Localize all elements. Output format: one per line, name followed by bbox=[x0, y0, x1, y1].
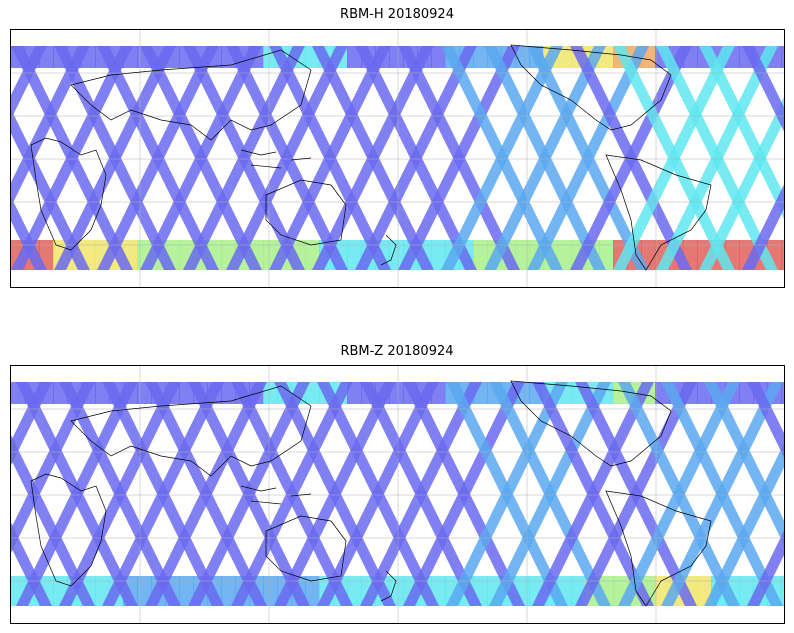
swath-track bbox=[11, 46, 133, 270]
swath-track bbox=[403, 382, 525, 606]
coastline-path bbox=[380, 570, 397, 602]
swath-track bbox=[355, 46, 477, 270]
swath-cell bbox=[557, 46, 572, 68]
coastline-path bbox=[265, 179, 347, 246]
swath-cell bbox=[557, 240, 572, 270]
swath-cell bbox=[347, 382, 362, 404]
swath-cell bbox=[221, 382, 236, 404]
swath-track bbox=[269, 46, 391, 270]
swath-track bbox=[613, 46, 735, 270]
panel-title-rbm-z: RBM-Z 20180924 bbox=[340, 344, 454, 359]
swath-track bbox=[59, 382, 181, 606]
swath-track bbox=[484, 46, 606, 270]
swath-track bbox=[699, 96, 784, 270]
swath-cell bbox=[179, 576, 194, 606]
coastline-path bbox=[70, 385, 312, 477]
swath-track bbox=[661, 382, 783, 606]
swath-cell bbox=[473, 240, 488, 270]
swath-cell bbox=[305, 382, 320, 404]
swath-cell bbox=[389, 576, 404, 606]
swath-track bbox=[360, 382, 482, 606]
swath-cell bbox=[599, 240, 614, 270]
map-svg-rbm-z bbox=[11, 366, 784, 623]
swath-cell bbox=[739, 576, 754, 606]
swath-track bbox=[747, 382, 784, 458]
swath-track bbox=[742, 184, 784, 270]
swath-cell bbox=[389, 240, 404, 270]
swath-track bbox=[226, 46, 348, 270]
coastline-path bbox=[510, 44, 672, 131]
swath-cell bbox=[137, 576, 152, 606]
map-rbm-z bbox=[10, 365, 785, 624]
panel-title-rbm-h: RBM-H 20180924 bbox=[340, 7, 454, 22]
swath-track bbox=[527, 46, 649, 270]
map-svg-rbm-h bbox=[11, 30, 784, 287]
swath-track bbox=[16, 382, 138, 606]
swath-cell bbox=[781, 46, 784, 68]
gridlines bbox=[11, 30, 784, 287]
map-rbm-h bbox=[10, 29, 785, 288]
swath-track bbox=[97, 46, 219, 270]
swath-track bbox=[188, 382, 310, 606]
swath-track bbox=[145, 382, 267, 606]
swath-cell bbox=[305, 576, 320, 606]
swath-cell bbox=[515, 46, 530, 68]
swath-cell bbox=[221, 576, 236, 606]
swath-cell bbox=[347, 576, 362, 606]
swath-track bbox=[489, 382, 611, 606]
coastlines bbox=[30, 44, 712, 271]
swath-track bbox=[575, 382, 697, 606]
swath-cell bbox=[781, 240, 784, 270]
swath-track bbox=[274, 382, 396, 606]
gridlines bbox=[11, 366, 784, 623]
swath-track bbox=[742, 46, 784, 132]
swath-track bbox=[570, 46, 692, 270]
swath-track bbox=[231, 382, 353, 606]
swath-cell bbox=[263, 576, 278, 606]
swath-track bbox=[441, 46, 563, 270]
swath-track bbox=[618, 382, 740, 606]
coastline-path bbox=[265, 515, 347, 582]
swath-cell bbox=[473, 46, 488, 68]
coastline-path bbox=[30, 473, 107, 587]
coastline-path bbox=[240, 149, 312, 169]
coastline-path bbox=[605, 154, 712, 271]
swath-track bbox=[140, 46, 262, 270]
swath-cell bbox=[263, 382, 278, 404]
swath-track bbox=[699, 46, 784, 220]
swath-track bbox=[532, 382, 654, 606]
swath-cell bbox=[781, 576, 784, 606]
swath-track bbox=[183, 46, 305, 270]
swath-layer bbox=[11, 46, 784, 270]
swath-track bbox=[747, 530, 784, 606]
swath-track bbox=[446, 382, 568, 606]
swath-track bbox=[656, 46, 778, 270]
swath-cell bbox=[515, 240, 530, 270]
swath-track bbox=[312, 46, 434, 270]
coastlines bbox=[30, 380, 712, 607]
coastline-path bbox=[380, 234, 397, 266]
coastline-path bbox=[240, 485, 312, 505]
swath-cell bbox=[431, 240, 446, 270]
swath-cell bbox=[179, 382, 194, 404]
swath-cell bbox=[347, 240, 362, 270]
swath-track bbox=[54, 46, 176, 270]
swath-track bbox=[398, 46, 520, 270]
swath-layer bbox=[11, 382, 784, 606]
swath-cell bbox=[389, 46, 404, 68]
swath-cell bbox=[431, 46, 446, 68]
swath-track bbox=[102, 382, 224, 606]
swath-cell bbox=[781, 382, 784, 404]
swath-track bbox=[317, 382, 439, 606]
coastline-path bbox=[510, 380, 672, 467]
coastline-path bbox=[70, 49, 312, 141]
coastline-path bbox=[605, 490, 712, 607]
coastline-path bbox=[30, 137, 107, 251]
